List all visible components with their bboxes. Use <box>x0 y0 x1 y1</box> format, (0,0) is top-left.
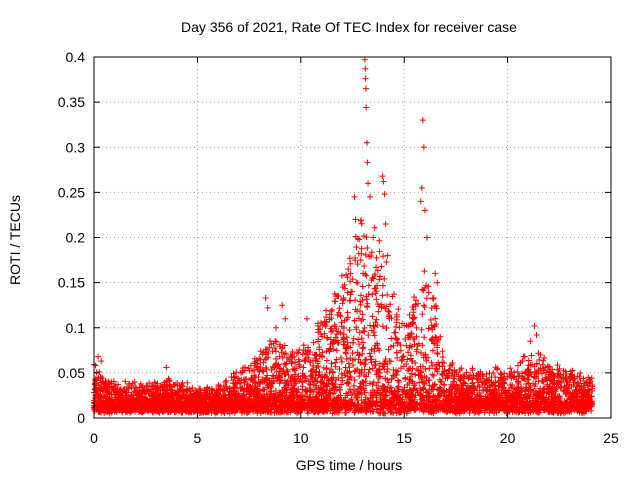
x-axis-label: GPS time / hours <box>296 457 403 473</box>
data-point-markers <box>91 56 596 417</box>
y-tick-label: 0 <box>77 410 85 426</box>
y-tick-label: 0.35 <box>58 94 85 110</box>
y-tick-label: 0.15 <box>58 275 85 291</box>
x-tick-label: 20 <box>500 430 516 446</box>
x-tick-label: 0 <box>90 430 98 446</box>
y-axis-label: ROTI / TECUs <box>7 195 23 285</box>
grid <box>94 57 611 418</box>
x-tick-label: 5 <box>194 430 202 446</box>
y-tick-label: 0.25 <box>58 184 85 200</box>
x-tick-label: 15 <box>396 430 412 446</box>
y-tick-label: 0.1 <box>66 320 86 336</box>
y-tick-label: 0.4 <box>66 49 86 65</box>
x-tick-label: 10 <box>293 430 309 446</box>
plot-border <box>93 56 612 419</box>
chart-title: Day 356 of 2021, Rate Of TEC Index for r… <box>181 19 517 35</box>
data-points <box>91 56 596 417</box>
y-tick-label: 0.2 <box>66 230 86 246</box>
x-tick-label: 25 <box>603 430 619 446</box>
y-tick-label: 0.3 <box>66 139 86 155</box>
y-tick-label: 0.05 <box>58 365 85 381</box>
axis-ticks: 0 5 10 15 20 25 0 0.05 0.1 0.15 0.2 0.25 0.3 0.35 0.4 <box>58 49 619 446</box>
